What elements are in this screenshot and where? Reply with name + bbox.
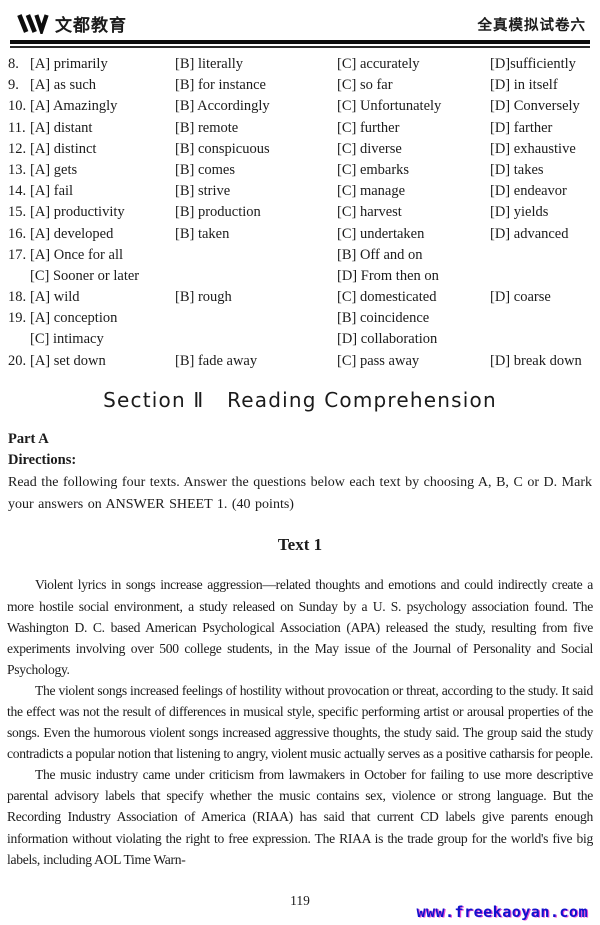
option-cell: [D] advanced (490, 225, 569, 242)
question-option-row: [C] Sooner or later [D] From then on (8, 268, 592, 289)
option-cell: [B] production (175, 204, 261, 221)
question-option-row: 19. [A] conception [B] coincidence (8, 310, 592, 331)
question-option-row: 10. [A] Amazingly [B] Accordingly [C] Unfor… (8, 98, 592, 119)
option-cell: [B] Off and on (337, 246, 423, 263)
option-cell: [A] Once for all (30, 246, 123, 263)
option-cell: [D] yields (490, 204, 549, 221)
directions-text: Read the following four texts. Answer th… (8, 474, 592, 512)
option-cell: [C] manage (337, 183, 406, 200)
question-option-row: 11. [A] distant [B] remote [C] further [D] f… (8, 120, 592, 141)
option-cell: [A] developed (30, 225, 114, 242)
option-cell: [B] coincidence (337, 310, 430, 327)
option-cell: [A] distinct (30, 140, 97, 157)
question-option-row: 18. [A] wild [B] rough [C] domesticated [D] … (8, 289, 592, 310)
option-cell: [A] wild (30, 289, 80, 306)
option-cell: [A] as such (30, 77, 97, 94)
question-option-row: 17. [A] Once for all [B] Off and on (8, 247, 592, 268)
option-cell: [B] remote (175, 119, 239, 136)
option-cell: [A] primarily (30, 56, 108, 72)
wendu-logo: 文都教育 (16, 11, 127, 36)
option-cell: [C] accurately (337, 56, 420, 72)
question-number: 16. (8, 225, 27, 242)
option-cell: [C] further (337, 119, 400, 136)
text1-body: Violent lyrics in songs increase aggress… (0, 574, 600, 869)
option-cell: [A] gets (30, 161, 78, 178)
option-cell: [B] literally (175, 56, 244, 72)
option-cell: [D]sufficiently (490, 56, 576, 72)
option-cell: [A] Amazingly (30, 98, 118, 115)
question-options-list: 8. [A] primarily [B] literally [C] accurate… (8, 56, 592, 374)
question-option-row: [C] intimacy [D] collaboration (8, 331, 592, 352)
option-cell: [C] harvest (337, 204, 402, 221)
option-cell: [A] conception (30, 310, 118, 327)
option-cell: [A] distant (30, 119, 93, 136)
option-cell: [D] collaboration (337, 331, 438, 348)
question-number: 13. (8, 161, 27, 178)
option-cell: [B] conspicuous (175, 140, 270, 157)
question-number: 19. (8, 310, 27, 327)
wendu-w-mark-icon (17, 14, 49, 34)
option-cell: [D] endeavor (490, 183, 567, 200)
section-title: Section Ⅱ Reading Comprehension (103, 387, 497, 412)
option-cell: [C] Unfortunately (337, 98, 442, 115)
text1-title: Text 1 (277, 535, 323, 555)
question-number: 17. (8, 246, 27, 263)
option-cell: [C] intimacy (30, 331, 104, 348)
option-cell: [B] rough (175, 289, 232, 306)
option-cell: [D] exhaustive (490, 140, 576, 157)
question-option-row: 14. [A] fail [B] strive [C] manage [D] endea… (8, 183, 592, 204)
question-number: 11. (8, 119, 26, 136)
question-number: 9. (8, 77, 19, 94)
option-cell: [B] strive (175, 183, 231, 200)
logo-text: 文都教育 (55, 16, 127, 36)
header-divider (10, 40, 590, 48)
option-cell: [B] comes (175, 161, 235, 178)
question-option-row: 13. [A] gets [B] comes [C] embarks [D] takes (8, 162, 592, 183)
question-number: 15. (8, 204, 27, 221)
option-cell: [A] productivity (30, 204, 125, 221)
text1-paragraph-2: The violent songs increased feelings of … (7, 682, 593, 762)
question-number: 12. (8, 140, 27, 157)
option-cell: [B] taken (175, 225, 230, 242)
option-cell: [D] in itself (490, 77, 558, 94)
question-option-row: 20. [A] set down [B] fade away [C] pass awa… (8, 353, 592, 374)
question-number: 18. (8, 289, 27, 306)
option-cell: [C] so far (337, 77, 393, 94)
question-number: 10. (8, 98, 27, 115)
option-cell: [D] coarse (490, 289, 551, 306)
paper-title: 全真模拟试卷六 (477, 18, 586, 34)
option-cell: [D] break down (490, 352, 582, 369)
text1-paragraph-1: Violent lyrics in songs increase aggress… (7, 577, 593, 677)
option-cell: [B] for instance (175, 77, 266, 94)
question-option-row: 15. [A] productivity [B] production [C] har… (8, 204, 592, 225)
option-cell: [C] diverse (337, 140, 402, 157)
question-option-row: 16. [A] developed [B] taken [C] undertaken [… (8, 226, 592, 247)
option-cell: [D] takes (490, 161, 544, 178)
question-number: 8. (8, 56, 19, 72)
option-cell: [C] Sooner or later (30, 267, 140, 284)
page-header: 文都教育 全真模拟试卷六 (0, 0, 600, 36)
option-cell: [C] domesticated (337, 289, 437, 306)
option-cell: [A] fail (30, 183, 74, 200)
option-cell: [C] pass away (337, 352, 420, 369)
option-cell: [B] Accordingly (175, 98, 270, 115)
text1-paragraph-3: The music industry came under criticism … (7, 767, 593, 867)
option-cell: [D] farther (490, 119, 553, 136)
watermark-link[interactable]: www.freekaoyan.com (416, 903, 588, 921)
question-number: 20. (8, 352, 27, 369)
option-cell: [D] From then on (337, 267, 439, 284)
page-number: 119 (290, 893, 310, 908)
option-cell: [C] embarks (337, 161, 410, 178)
option-cell: [A] set down (30, 352, 106, 369)
option-cell: [D] Conversely (490, 98, 580, 115)
directions-label: Directions: (8, 452, 77, 469)
question-option-row: 9. [A] as such [B] for instance [C] so far [… (8, 77, 592, 98)
question-option-row: 12. [A] distinct [B] conspicuous [C] divers… (8, 141, 592, 162)
question-option-row: 8. [A] primarily [B] literally [C] accurate… (8, 56, 592, 77)
option-cell: [B] fade away (175, 352, 258, 369)
option-cell: [C] undertaken (337, 225, 425, 242)
part-a-label: Part A (8, 430, 49, 447)
question-number: 14. (8, 183, 27, 200)
